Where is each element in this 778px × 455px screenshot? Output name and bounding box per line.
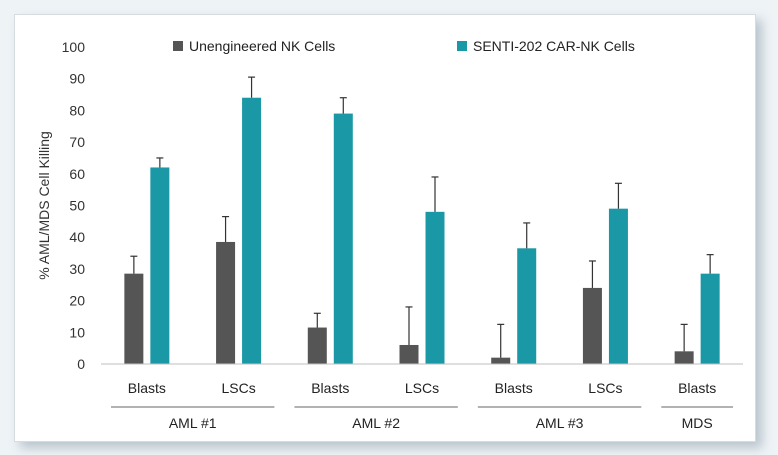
legend-swatch	[173, 41, 183, 51]
y-tick-label: 60	[69, 166, 85, 182]
bar-unengineered	[307, 327, 327, 364]
bar-senti-202	[150, 167, 170, 364]
bar-senti-202	[333, 113, 353, 364]
bars	[124, 97, 720, 364]
legend-label: Unengineered NK Cells	[189, 38, 335, 54]
category-label: LSCs	[405, 380, 439, 396]
bar-unengineered	[216, 241, 236, 364]
bar-unengineered	[674, 351, 694, 364]
y-tick-label: 10	[69, 324, 85, 340]
bar-senti-202	[608, 208, 628, 364]
bar-unengineered	[491, 357, 511, 364]
y-tick-label: 70	[69, 134, 85, 150]
category-label: Blasts	[311, 380, 349, 396]
group-label: AML #3	[536, 415, 584, 431]
group-label: MDS	[682, 415, 713, 431]
bar-unengineered	[582, 287, 602, 364]
bar-senti-202	[517, 248, 537, 364]
bar-unengineered	[124, 273, 144, 364]
y-tick-label: 50	[69, 198, 85, 214]
group-label: AML #2	[352, 415, 400, 431]
category-label: LSCs	[221, 380, 255, 396]
category-label: LSCs	[588, 380, 622, 396]
category-label: Blasts	[678, 380, 716, 396]
bar-chart: Unengineered NK Cells SENTI-202 CAR-NK Ce…	[36, 38, 743, 431]
legend-swatch	[457, 41, 467, 51]
chart-card: Unengineered NK Cells SENTI-202 CAR-NK Ce…	[14, 14, 756, 442]
error-bars	[130, 76, 714, 358]
group-label: AML #1	[169, 415, 217, 431]
bar-senti-202	[425, 211, 445, 364]
legend: Unengineered NK Cells SENTI-202 CAR-NK Ce…	[173, 38, 635, 54]
x-axis: Blasts LSCs Blasts LSCs Blasts LSCs Blasts	[101, 363, 743, 396]
y-tick-label: 100	[62, 39, 86, 55]
category-label: Blasts	[128, 380, 166, 396]
y-tick-label: 80	[69, 102, 85, 118]
y-tick-label: 30	[69, 261, 85, 277]
y-axis-label: % AML/MDS Cell Killing	[36, 131, 52, 280]
category-label: Blasts	[495, 380, 533, 396]
y-tick-label: 20	[69, 293, 85, 309]
bar-senti-202	[700, 273, 720, 364]
group-labels: AML #1 AML #2 AML #3 MDS	[111, 406, 733, 431]
legend-label: SENTI-202 CAR-NK Cells	[473, 38, 635, 54]
bar-senti-202	[242, 97, 262, 364]
y-tick-label: 40	[69, 229, 85, 245]
y-tick-label: 90	[69, 71, 85, 87]
y-axis: 0 10 20 30 40 50 60 70 80 90 100	[62, 39, 86, 372]
y-tick-label: 0	[77, 356, 85, 372]
bar-unengineered	[399, 344, 419, 364]
